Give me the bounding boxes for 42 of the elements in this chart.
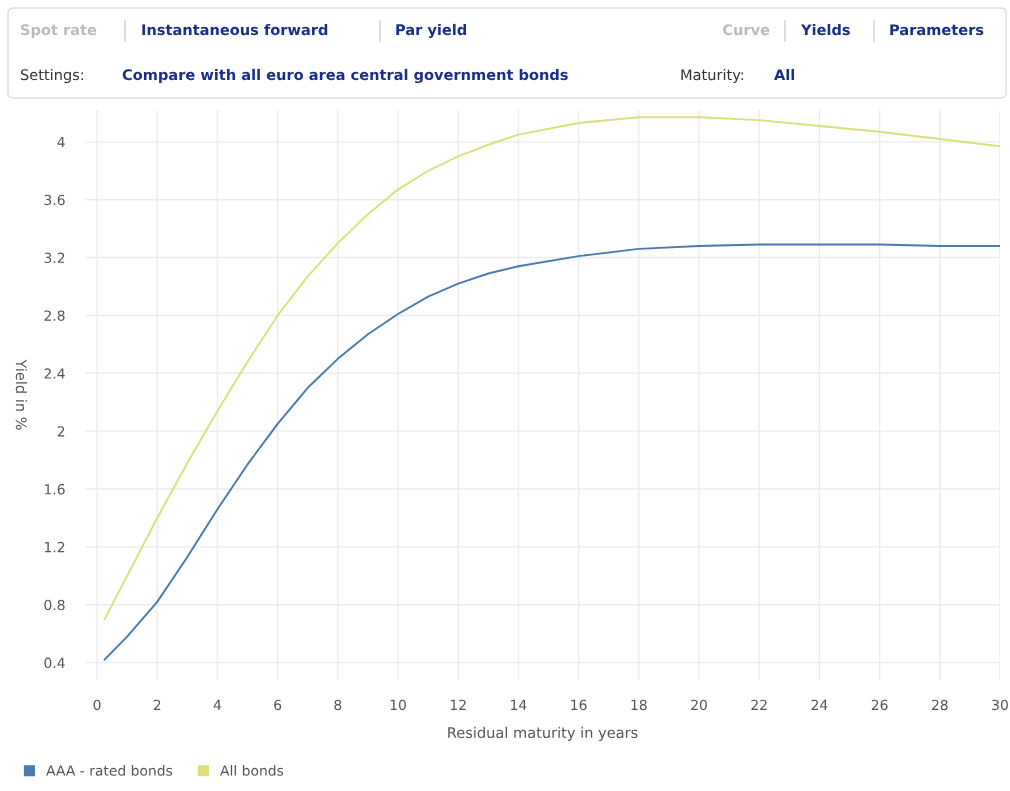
text: Compare with all euro area central government bonds — [122, 68, 568, 84]
x-tick-label: 24 — [811, 699, 828, 710]
x-tick-label: 0 — [93, 699, 101, 711]
x-tick-label: 28 — [931, 699, 948, 711]
text: Settings: — [20, 68, 84, 84]
text: Yields — [800, 23, 850, 36]
y-tick-label: 2.4 — [44, 368, 65, 379]
text: Spot rate — [21, 24, 97, 39]
y-tick-label: 1.6 — [44, 484, 65, 495]
x-tick-label: 2 — [153, 699, 161, 710]
legend-label: All bonds — [220, 765, 284, 776]
x-tick-label: 6 — [274, 699, 282, 711]
line-series — [103, 243, 1000, 661]
line-series — [103, 116, 1000, 621]
x-axis-title: Residual maturity in years — [448, 726, 638, 741]
x-tick-label: 20 — [691, 699, 707, 711]
y-tick-label: 2.8 — [44, 310, 65, 321]
text: Curve — [723, 24, 770, 36]
y-tick-label: 3.2 — [44, 252, 65, 264]
y-tick-label: 0.4 — [44, 657, 65, 669]
text: Parameters — [890, 24, 984, 36]
text: Instantaneous forward — [142, 23, 328, 36]
x-tick-label: 12 — [450, 699, 466, 710]
x-tick-label: 10 — [390, 699, 406, 711]
text: All — [774, 68, 795, 81]
y-tick-label: 4 — [57, 136, 65, 148]
text: Maturity: — [681, 68, 744, 84]
x-tick-label: 30 — [992, 699, 1008, 711]
x-tick-label: 14 — [511, 699, 527, 710]
y-tick-label: 1.2 — [44, 541, 65, 553]
y-tick-label: 2 — [57, 426, 65, 437]
y-tick-label: 3.6 — [44, 194, 65, 206]
y-tick-label: 0.8 — [44, 599, 65, 611]
x-tick-label: 22 — [751, 699, 767, 710]
text: Par yield — [396, 23, 467, 39]
x-tick-label: 16 — [571, 699, 587, 711]
x-tick-label: 26 — [871, 699, 888, 711]
legend-label: AAA - rated bonds — [46, 765, 173, 776]
x-tick-label: 4 — [213, 699, 222, 710]
y-axis-title: Yield in % — [15, 359, 28, 430]
x-tick-label: 8 — [334, 699, 342, 711]
x-tick-label: 18 — [631, 699, 647, 711]
